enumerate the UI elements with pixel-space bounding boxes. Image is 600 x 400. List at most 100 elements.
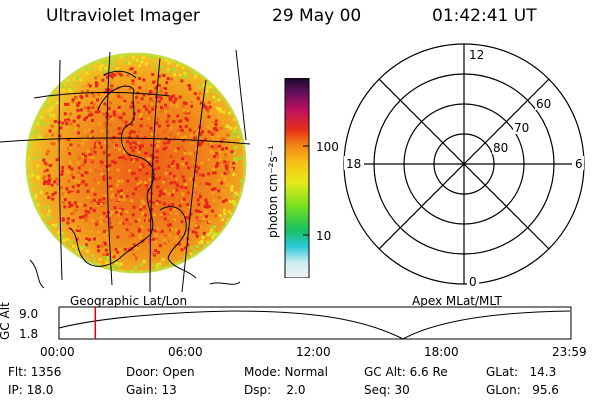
uv-speckle	[73, 227, 77, 231]
uv-speckle	[115, 56, 119, 60]
uv-speckle	[212, 233, 216, 237]
uv-speckle	[91, 218, 94, 222]
uv-speckle	[157, 99, 161, 103]
uv-speckle	[47, 217, 51, 220]
uv-speckle	[125, 83, 129, 87]
uv-speckle	[147, 228, 150, 232]
uv-speckle	[39, 190, 43, 194]
uv-speckle	[44, 180, 48, 184]
uv-speckle	[181, 211, 185, 215]
uv-speckle	[109, 89, 113, 93]
uv-speckle	[223, 176, 227, 180]
uv-speckle	[230, 185, 234, 188]
uv-speckle	[125, 184, 129, 187]
uv-speckle	[45, 104, 49, 108]
uv-speckle	[97, 121, 101, 125]
uv-speckle	[142, 205, 146, 209]
uv-speckle	[43, 169, 47, 173]
timeline-ytick-high: 9.0	[19, 307, 39, 321]
uv-speckle	[143, 156, 147, 160]
uv-speckle	[198, 182, 202, 186]
uv-speckle	[125, 228, 129, 232]
uv-speckle	[191, 230, 195, 234]
uv-speckle	[42, 177, 46, 181]
uv-speckle	[233, 135, 237, 139]
uv-speckle	[96, 139, 100, 143]
uv-speckle	[126, 140, 130, 143]
uv-speckle	[64, 102, 68, 106]
uv-speckle	[166, 136, 170, 140]
uv-speckle	[185, 216, 189, 219]
uv-speckle	[132, 205, 136, 209]
uv-speckle	[33, 196, 37, 200]
uv-speckle	[138, 64, 142, 68]
uv-speckle	[120, 179, 124, 183]
uv-speckle	[178, 204, 182, 208]
uv-speckle	[152, 129, 156, 133]
uv-speckle	[129, 105, 133, 109]
uv-speckle	[172, 162, 176, 165]
uv-speckle	[94, 141, 98, 145]
uv-speckle	[164, 103, 167, 107]
uv-speckle	[212, 231, 216, 234]
uv-speckle	[90, 67, 93, 71]
uv-speckle	[151, 251, 155, 255]
uv-speckle	[122, 197, 126, 201]
uv-speckle	[214, 119, 218, 123]
uv-speckle	[214, 122, 218, 126]
uv-speckle	[168, 97, 172, 100]
uv-speckle	[190, 246, 194, 250]
uv-speckle	[147, 83, 151, 86]
uv-speckle	[116, 250, 120, 254]
uv-speckle	[206, 125, 210, 129]
uv-speckle	[197, 166, 200, 170]
uv-speckle	[223, 160, 227, 164]
uv-speckle	[83, 138, 87, 141]
uv-image-panel	[0, 49, 251, 292]
uv-speckle	[36, 129, 40, 133]
uv-speckle	[137, 137, 141, 141]
uv-speckle	[183, 71, 187, 75]
uv-speckle	[81, 245, 85, 249]
uv-speckle	[136, 100, 140, 104]
uv-speckle	[103, 68, 107, 72]
uv-speckle	[147, 104, 151, 108]
uv-speckle	[50, 142, 54, 145]
uv-speckle	[75, 204, 79, 208]
uv-speckle	[61, 85, 65, 89]
uv-speckle	[68, 242, 72, 245]
uv-speckle	[84, 154, 88, 158]
uv-speckle	[193, 72, 197, 76]
uv-speckle	[103, 141, 107, 145]
uv-speckle	[108, 115, 112, 119]
uv-speckle	[163, 83, 167, 87]
uv-speckle	[171, 164, 175, 167]
uv-speckle	[162, 202, 166, 206]
uv-speckle	[80, 96, 84, 100]
uv-speckle	[66, 102, 70, 106]
uv-speckle	[133, 146, 137, 150]
uv-speckle	[167, 114, 171, 118]
uv-speckle	[203, 138, 207, 142]
uv-speckle	[54, 223, 57, 227]
uv-speckle	[207, 158, 211, 162]
uv-speckle	[102, 151, 106, 155]
uv-speckle	[164, 58, 168, 62]
uv-speckle	[180, 248, 184, 252]
uv-speckle	[200, 140, 204, 143]
uv-speckle	[137, 141, 141, 145]
uv-speckle	[156, 263, 160, 267]
uv-speckle	[85, 116, 88, 120]
uv-speckle	[145, 124, 149, 128]
uv-speckle	[77, 202, 81, 206]
uv-speckle	[105, 215, 109, 219]
uv-speckle	[157, 74, 161, 78]
uv-speckle	[107, 106, 111, 110]
uv-speckle	[77, 166, 81, 170]
uv-speckle	[130, 123, 134, 126]
uv-speckle	[147, 88, 151, 92]
uv-speckle	[176, 114, 180, 118]
uv-speckle	[51, 223, 55, 227]
uv-speckle	[132, 93, 136, 97]
uv-speckle	[59, 143, 63, 147]
